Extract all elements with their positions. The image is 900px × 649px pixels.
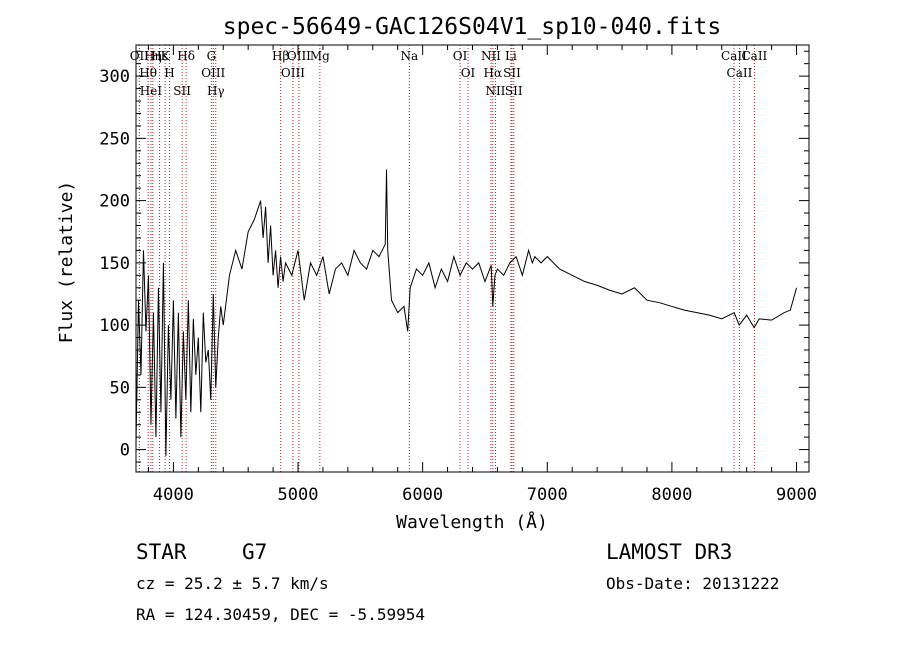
line-label: HeI: [140, 84, 163, 98]
y-axis-label: Flux (relative): [56, 181, 77, 344]
line-label: Na: [400, 49, 418, 63]
line-label: Hη: [144, 49, 162, 63]
line-label: SII: [503, 66, 521, 80]
line-label: NII: [485, 84, 505, 98]
y-tick-label: 150: [99, 254, 130, 274]
x-tick-label: 9000: [776, 485, 817, 505]
x-tick-label: 8000: [651, 485, 692, 505]
line-label: SII: [505, 84, 523, 98]
x-tick-label: 7000: [527, 485, 568, 505]
spectrum-line: [135, 169, 798, 456]
line-label: Hα: [484, 66, 503, 80]
line-label: Hθ: [139, 66, 157, 80]
y-tick-label: 200: [99, 192, 130, 212]
line-label: Hδ: [177, 49, 195, 63]
line-label: Hβ: [272, 49, 289, 63]
line-label: CaII: [741, 49, 767, 63]
line-label: Li: [505, 49, 517, 63]
y-tick-label: 300: [99, 67, 130, 87]
subclass: G7: [242, 540, 268, 564]
line-label: OIII: [287, 49, 311, 63]
line-label: Hε: [151, 49, 168, 63]
redshift-value: cz = 25.2 ± 5.7 km/s: [136, 574, 329, 593]
y-tick-label: 250: [99, 129, 130, 149]
chart-title: spec-56649-GAC126S04V1_sp10-040.fits: [223, 14, 722, 40]
line-label: NII: [481, 49, 501, 63]
x-tick-label: 6000: [402, 485, 443, 505]
series-layer: [135, 169, 798, 456]
axis-ticks: 4000 5000 6000 7000 8000 9000 0 50 100 150 200 250 3…: [99, 45, 817, 505]
x-tick-label: 5000: [278, 485, 319, 505]
line-label: K: [161, 49, 171, 63]
line-label: Mg: [310, 49, 330, 63]
object-class: STAR: [136, 540, 187, 564]
y-tick-label: 100: [99, 316, 130, 336]
x-axis-label: Wavelength (Å): [396, 511, 548, 533]
line-label: CaII: [727, 66, 753, 80]
line-label: Hγ: [207, 84, 225, 98]
line-markers: [138, 45, 755, 472]
line-label: OIII: [201, 66, 225, 80]
line-label: OIII: [281, 66, 305, 80]
coordinates: RA = 124.30459, DEC = -5.59954: [136, 605, 425, 624]
line-label: H: [164, 66, 174, 80]
plot-frame: [135, 44, 810, 473]
x-tick-label: 4000: [153, 485, 194, 505]
line-label: OI: [453, 49, 468, 63]
line-label: OII: [130, 49, 150, 63]
line-label: OI: [461, 66, 476, 80]
survey-name: LAMOST DR3: [606, 540, 733, 564]
obs-date: Obs-Date: 20131222: [606, 574, 780, 593]
y-tick-label: 0: [120, 441, 130, 461]
y-tick-label: 50: [110, 378, 130, 398]
line-label: CaII: [721, 49, 747, 63]
line-label: SII: [173, 84, 191, 98]
line-label: G: [207, 49, 217, 63]
